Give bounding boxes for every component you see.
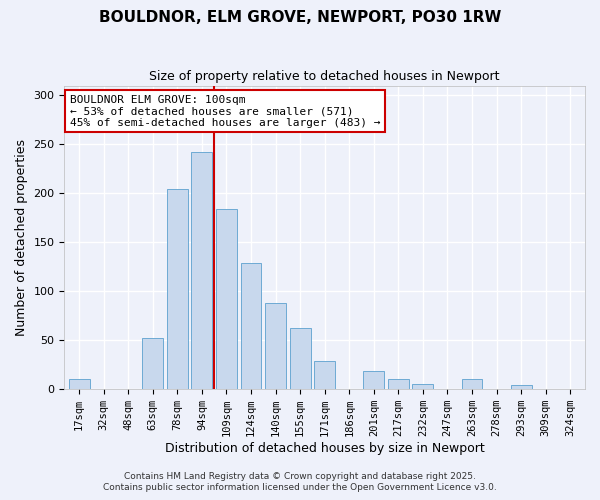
Text: BOULDNOR ELM GROVE: 100sqm
← 53% of detached houses are smaller (571)
45% of sem: BOULDNOR ELM GROVE: 100sqm ← 53% of deta… bbox=[70, 94, 380, 128]
Bar bbox=[216, 209, 237, 389]
Bar bbox=[191, 152, 212, 389]
Bar bbox=[142, 338, 163, 389]
Bar bbox=[364, 370, 384, 389]
Bar bbox=[167, 190, 188, 389]
Y-axis label: Number of detached properties: Number of detached properties bbox=[15, 139, 28, 336]
Bar bbox=[388, 380, 409, 389]
Bar bbox=[265, 303, 286, 389]
X-axis label: Distribution of detached houses by size in Newport: Distribution of detached houses by size … bbox=[165, 442, 485, 455]
Bar bbox=[461, 380, 482, 389]
Bar bbox=[241, 263, 262, 389]
Text: Contains HM Land Registry data © Crown copyright and database right 2025.
Contai: Contains HM Land Registry data © Crown c… bbox=[103, 472, 497, 492]
Bar bbox=[412, 384, 433, 389]
Text: BOULDNOR, ELM GROVE, NEWPORT, PO30 1RW: BOULDNOR, ELM GROVE, NEWPORT, PO30 1RW bbox=[99, 10, 501, 25]
Bar bbox=[69, 380, 89, 389]
Bar bbox=[511, 386, 532, 389]
Title: Size of property relative to detached houses in Newport: Size of property relative to detached ho… bbox=[149, 70, 500, 83]
Bar bbox=[290, 328, 311, 389]
Bar bbox=[314, 361, 335, 389]
